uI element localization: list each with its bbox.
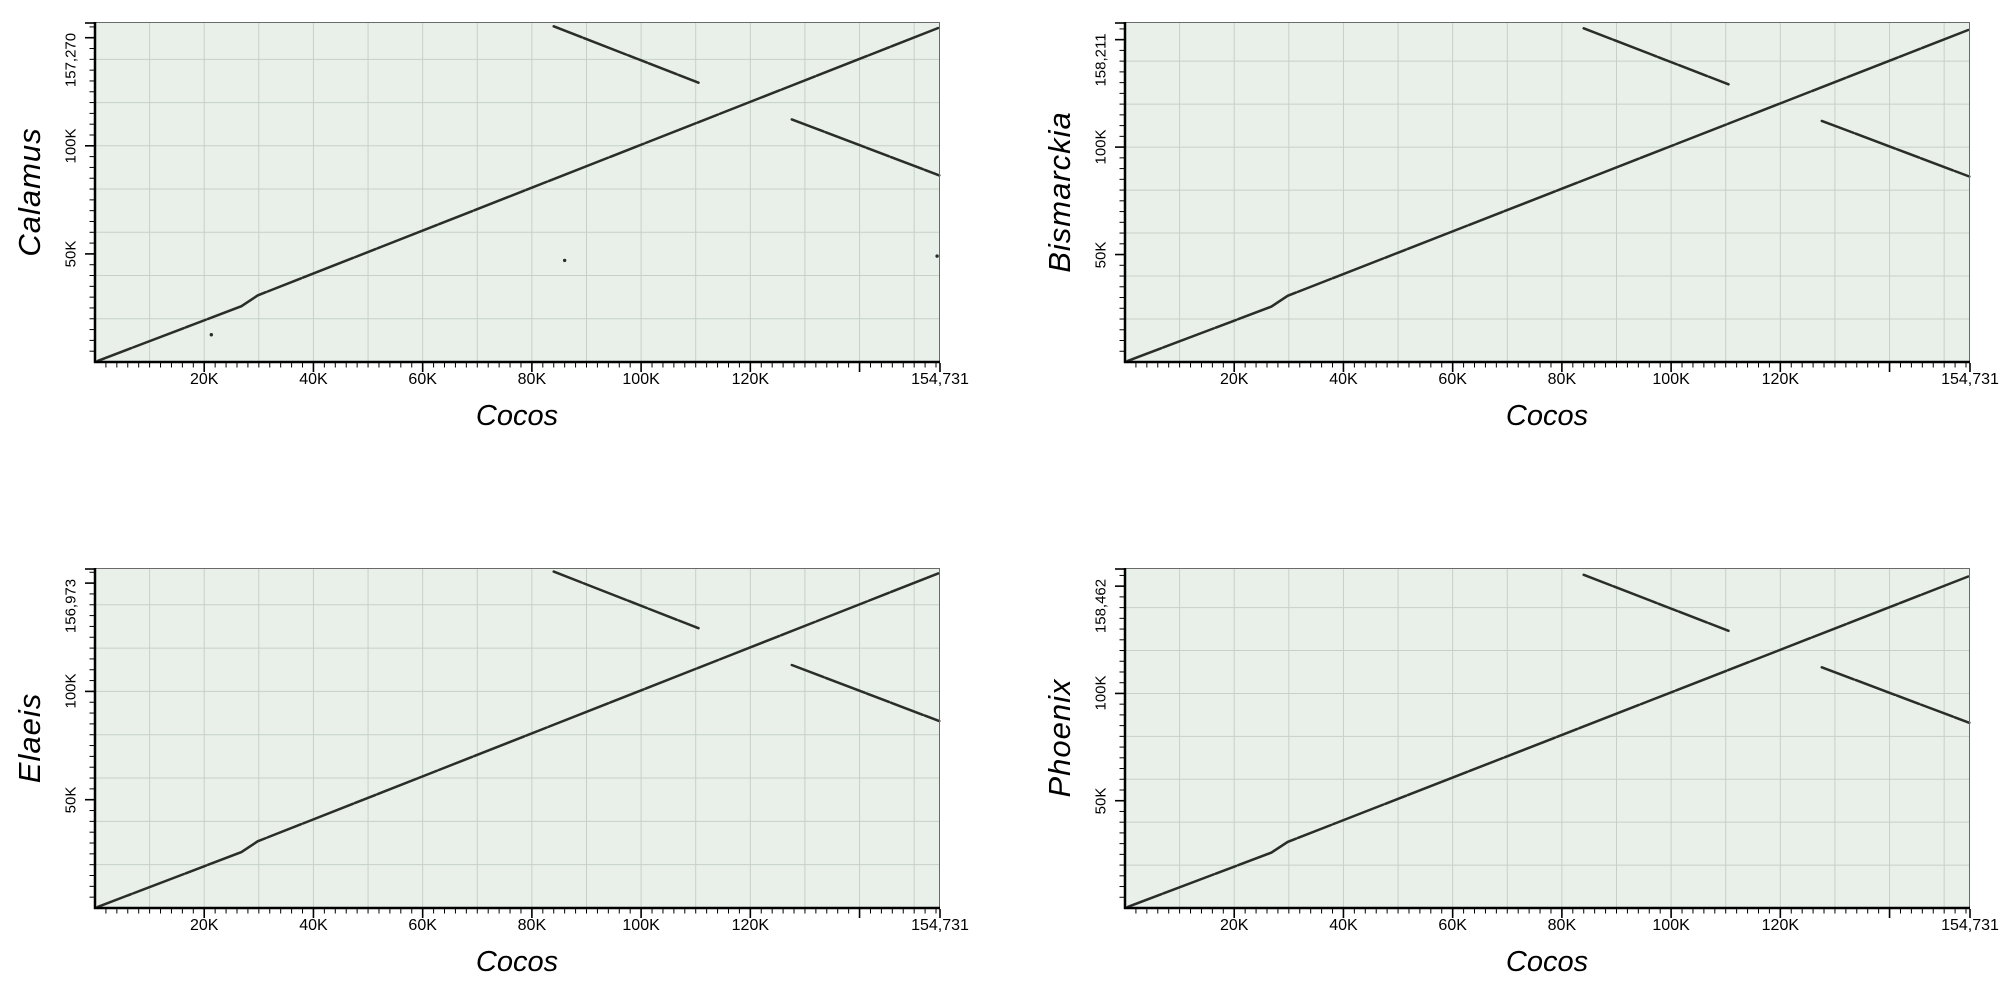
isolated-match-dot bbox=[209, 333, 214, 337]
inverted-repeat-segment-upper bbox=[1582, 573, 1730, 633]
inverted-repeat-segment-upper bbox=[552, 570, 700, 630]
x-axis-tick-label: 100K bbox=[1652, 917, 1690, 934]
dotplot-panel-bismarckia-vs-cocos: Bismarckia 158,211 Cocos 50K 100K 20K 40K 60… bbox=[1030, 0, 2000, 437]
y-axis-max-tick-label: 157,270 bbox=[62, 32, 80, 88]
x-axis-tick-label: 40K bbox=[1329, 917, 1358, 934]
x-axis-tick-label: 60K bbox=[408, 371, 437, 388]
x-axis-tick-label: 40K bbox=[299, 371, 328, 388]
x-axis-tick-label: 120K bbox=[731, 917, 770, 934]
x-axis-tick-label: 80K bbox=[1547, 371, 1577, 388]
x-axis-tick-label: 120K bbox=[1761, 371, 1800, 388]
main-diagonal-line bbox=[96, 572, 940, 909]
inverted-repeat-segment-lower bbox=[1820, 666, 1971, 725]
x-axis-tick-label: 60K bbox=[1438, 917, 1467, 934]
x-axis-tick-label: 60K bbox=[408, 917, 437, 934]
x-axis-tick-label: 100K bbox=[622, 917, 660, 934]
x-axis-tick-label: 120K bbox=[731, 371, 770, 388]
inverted-repeat-segment-upper bbox=[1582, 27, 1730, 86]
inverted-repeat-segment-lower bbox=[790, 118, 941, 177]
plot-area bbox=[83, 568, 941, 922]
x-axis-title: Cocos bbox=[475, 400, 559, 432]
x-axis-title: Cocos bbox=[1505, 946, 1589, 978]
isolated-match-dot bbox=[935, 254, 939, 258]
dotplot-canvas bbox=[85, 568, 941, 918]
x-axis-tick-label: 40K bbox=[1329, 371, 1358, 388]
x-axis-max-tick-label: 154,731 bbox=[911, 917, 969, 934]
y-axis-max-tick-label: 156,973 bbox=[62, 578, 80, 634]
x-axis-tick-label: 20K bbox=[1219, 371, 1249, 388]
main-diagonal-line bbox=[1126, 28, 1970, 363]
plot-area bbox=[1113, 568, 1971, 922]
x-axis-tick-label: 20K bbox=[189, 917, 219, 934]
y-axis-title: Calamus bbox=[12, 127, 47, 257]
x-axis-max-tick-label: 154,731 bbox=[1941, 917, 1999, 934]
isolated-match-dot bbox=[562, 258, 567, 263]
main-diagonal-line bbox=[96, 26, 940, 363]
plot-area bbox=[1113, 22, 1971, 376]
plot-area bbox=[83, 22, 941, 376]
x-axis-tick-label: 20K bbox=[189, 371, 219, 388]
x-axis-tick-label: 80K bbox=[517, 917, 547, 934]
y-axis-title: Phoenix bbox=[1042, 678, 1077, 798]
y-axis-tick-label: 100K bbox=[1092, 129, 1110, 165]
y-axis-tick-label: 50K bbox=[62, 786, 80, 814]
inverted-repeat-segment-lower bbox=[1820, 119, 1971, 178]
x-axis-tick-label: 100K bbox=[1652, 371, 1690, 388]
y-axis-title: Bismarckia bbox=[1042, 111, 1077, 273]
x-axis-max-tick-label: 154,731 bbox=[1941, 371, 1999, 388]
x-axis-title: Cocos bbox=[475, 946, 559, 978]
y-axis-tick-label: 50K bbox=[62, 240, 80, 268]
y-axis-title: Elaeis bbox=[12, 692, 47, 784]
dotplot-canvas bbox=[85, 22, 941, 372]
main-diagonal-line bbox=[1126, 575, 1970, 909]
inverted-repeat-segment-upper bbox=[552, 25, 700, 84]
y-axis-tick-label: 50K bbox=[1092, 241, 1110, 268]
y-axis-max-tick-label: 158,211 bbox=[1092, 33, 1110, 87]
y-axis-tick-label: 100K bbox=[62, 128, 80, 164]
x-axis-max-tick-label: 154,731 bbox=[911, 371, 969, 388]
inverted-repeat-segment-lower bbox=[790, 663, 941, 723]
x-axis-tick-label: 20K bbox=[1219, 917, 1249, 934]
y-axis-tick-label: 50K bbox=[1092, 787, 1110, 815]
x-axis-tick-label: 120K bbox=[1761, 917, 1800, 934]
dotplot-panel-phoenix-vs-cocos: Phoenix 158,462 Cocos 50K 100K 20K 40K 60K 80… bbox=[1030, 546, 2000, 983]
y-axis-tick-label: 100K bbox=[1092, 675, 1110, 711]
dotplot-panel-calamus-vs-cocos: Calamus 157,270 Cocos 50K 100K 20K 40K 60K 80… bbox=[0, 0, 1000, 437]
x-axis-title: Cocos bbox=[1505, 400, 1589, 432]
dotplot-canvas bbox=[1115, 568, 1971, 918]
x-axis-tick-label: 40K bbox=[299, 917, 328, 934]
y-axis-max-tick-label: 158,462 bbox=[1092, 578, 1110, 634]
x-axis-tick-label: 80K bbox=[1547, 917, 1577, 934]
x-axis-tick-label: 60K bbox=[1438, 371, 1467, 388]
y-axis-tick-label: 100K bbox=[62, 673, 80, 709]
x-axis-tick-label: 100K bbox=[622, 371, 660, 388]
dotplot-panel-elaeis-vs-cocos: Elaeis 156,973 Cocos 50K 100K 20K 40K 60K 80K… bbox=[0, 546, 1000, 983]
x-axis-tick-label: 80K bbox=[517, 371, 547, 388]
dotplot-canvas bbox=[1115, 22, 1971, 372]
